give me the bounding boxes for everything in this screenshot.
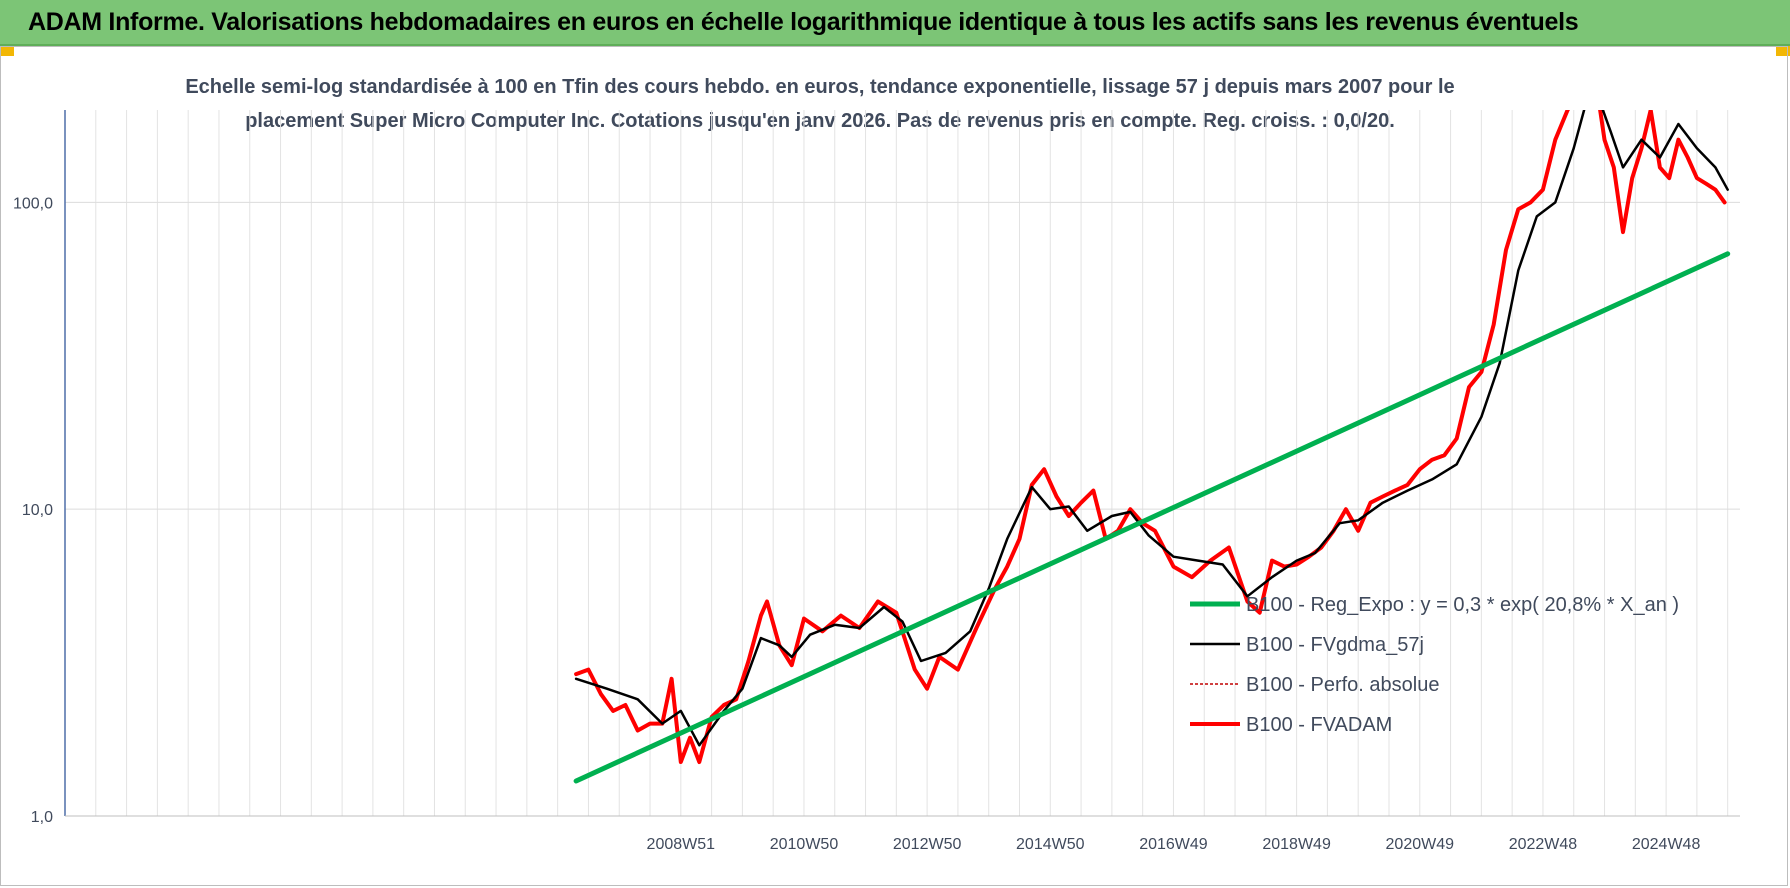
legend-label: B100 - Reg_Expo : y = 0,3 * exp( 20,8% *… — [1246, 594, 1679, 616]
chart-subtitle-line-1: Echelle semi-log standardisée à 100 en T… — [185, 76, 1455, 98]
legend-label: B100 - FVADAM — [1246, 714, 1392, 736]
y-tick-label: 1,0 — [31, 809, 53, 826]
grid — [64, 110, 1740, 817]
x-tick-label: 2016W49 — [1139, 836, 1208, 853]
axes: 1,0 10,0 100,0 2008W51 2010W50 2012W50 2014W50… — [13, 110, 1740, 853]
y-tick-label: 100,0 — [13, 195, 53, 212]
corner-marker-left — [0, 46, 14, 56]
x-tick-label: 2008W51 — [647, 836, 716, 853]
page-title: ADAM Informe. Valorisations hebdomadaire… — [28, 8, 1579, 36]
legend: B100 - Reg_Expo : y = 0,3 * exp( 20,8% *… — [1190, 594, 1679, 736]
x-tick-label: 2014W50 — [1016, 836, 1085, 853]
x-tick-label: 2022W48 — [1509, 836, 1578, 853]
x-tick-label: 2020W49 — [1386, 836, 1455, 853]
legend-label: B100 - Perfo. absolue — [1246, 674, 1439, 696]
chart-subtitle-line-2: placement Super Micro Computer Inc. Cota… — [245, 110, 1395, 132]
x-tick-label: 2018W49 — [1262, 836, 1331, 853]
y-tick-label: 10,0 — [22, 502, 53, 519]
chart-frame — [0, 46, 1788, 886]
x-tick-label: 2024W48 — [1632, 836, 1701, 853]
x-tick-label: 2010W50 — [770, 836, 839, 853]
series — [573, 110, 1731, 784]
x-tick-label: 2012W50 — [893, 836, 962, 853]
fvadam-series-line — [574, 110, 1727, 764]
legend-label: B100 - FVgdma_57j — [1246, 634, 1424, 656]
trend-series-line — [573, 251, 1731, 784]
corner-marker-right — [1776, 46, 1790, 56]
smoothed-series-line — [574, 110, 1729, 747]
title-banner: ADAM Informe. Valorisations hebdomadaire… — [0, 0, 1790, 46]
